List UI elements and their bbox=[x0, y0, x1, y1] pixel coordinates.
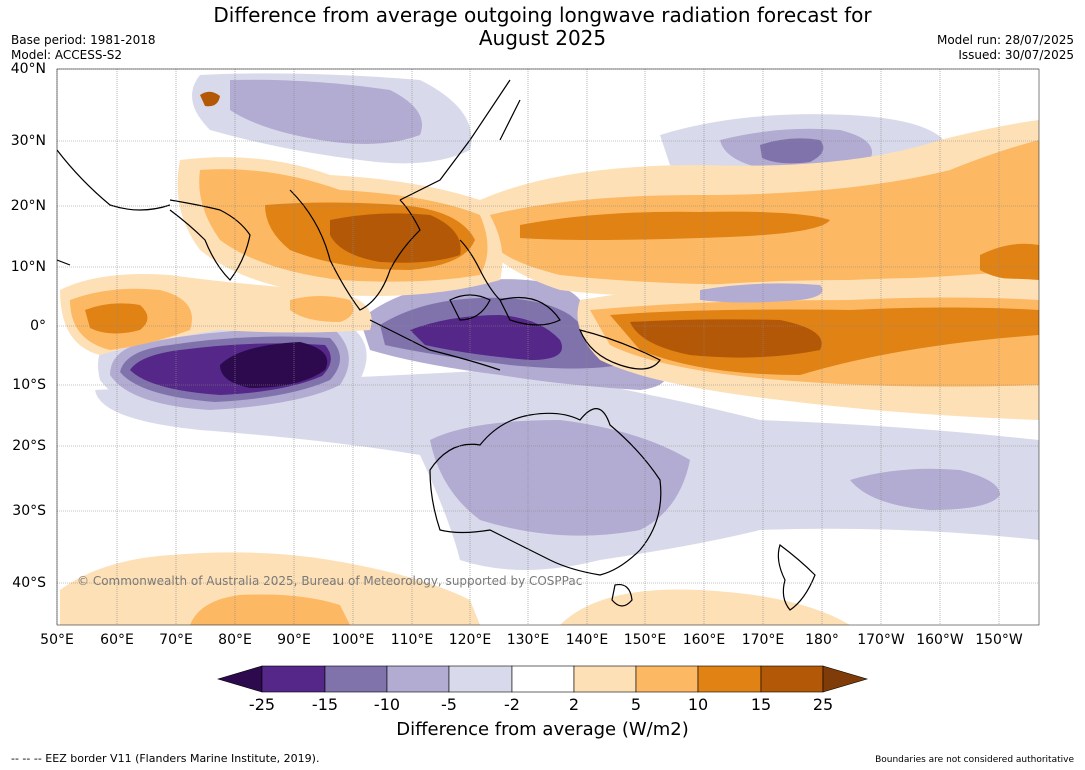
lon-label: 70°E bbox=[159, 632, 193, 648]
colorbar-tick: 10 bbox=[687, 695, 709, 714]
lon-label: 130°E bbox=[506, 632, 550, 648]
lat-label: 40°S bbox=[12, 575, 46, 591]
title-line-2: August 2025 bbox=[478, 26, 607, 50]
lon-label: 80°E bbox=[218, 632, 252, 648]
colorbar-tick: 2 bbox=[568, 695, 580, 714]
coastlines bbox=[57, 79, 816, 611]
eez-border-note: -- -- -- EEZ border V11 (Flanders Marine… bbox=[11, 752, 320, 765]
contour-equator-purple-strip bbox=[700, 283, 823, 303]
lat-label: 20°S bbox=[12, 438, 46, 454]
contour-east-light-purple bbox=[850, 468, 1000, 510]
colorbar-arrow-low bbox=[216, 665, 263, 693]
contour-aus-light-purple bbox=[430, 420, 690, 536]
contour-npac-east-orange bbox=[980, 243, 1039, 281]
lon-label: 170°W bbox=[857, 632, 905, 648]
contour-south-light-orange bbox=[60, 552, 480, 625]
tasmania-coast bbox=[611, 583, 633, 607]
title-line-1: Difference from average outgoing longwav… bbox=[213, 3, 872, 27]
colorbar-cell bbox=[760, 665, 824, 693]
colorbar-tick: 15 bbox=[750, 695, 772, 714]
sea-coast bbox=[289, 189, 421, 311]
contour-equator-darkest-orange bbox=[630, 319, 822, 358]
east-asia-coast bbox=[399, 79, 521, 201]
contour-andaman-orange bbox=[290, 296, 354, 322]
map-title: Difference from average outgoing longwav… bbox=[0, 4, 1085, 50]
contour-indian-darkest bbox=[220, 342, 328, 388]
base-period: Base period: 1981-2018 bbox=[11, 33, 156, 47]
philippines-coast bbox=[459, 239, 501, 301]
lon-label: 120°E bbox=[448, 632, 492, 648]
lon-label: 170°E bbox=[741, 632, 785, 648]
colorbar-tick: -2 bbox=[504, 695, 520, 714]
colorbar-arrow-high bbox=[822, 665, 869, 693]
boundaries-disclaimer: Boundaries are not considered authoritat… bbox=[875, 755, 1074, 765]
lon-label: 180° bbox=[805, 632, 839, 648]
copyright-credit: © Commonwealth of Australia 2025, Bureau… bbox=[77, 574, 583, 588]
australia-coast bbox=[429, 408, 662, 576]
colorbar-cell bbox=[697, 665, 762, 693]
colorbar-cell bbox=[511, 665, 575, 693]
lat-label: 30°S bbox=[12, 503, 46, 519]
model-name: Model: ACCESS-S2 bbox=[11, 48, 123, 62]
colorbar-title: Difference from average (W/m2) bbox=[396, 719, 689, 740]
lon-label: 160°E bbox=[682, 632, 726, 648]
lat-label: 20°N bbox=[10, 198, 46, 214]
meta-right: Model run: 28/07/2025 Issued: 30/07/2025 bbox=[937, 33, 1074, 63]
anomaly-contours bbox=[60, 73, 1039, 625]
contour-north-light bbox=[230, 79, 422, 144]
colorbar-cell bbox=[448, 665, 513, 693]
contour-south-east-light bbox=[560, 589, 850, 625]
colorbar-tick: -25 bbox=[248, 695, 276, 714]
colorbar-tick: 5 bbox=[630, 695, 642, 714]
lon-label: 160°W bbox=[916, 632, 964, 648]
lon-label: 150°E bbox=[623, 632, 667, 648]
contour-tibet-spot bbox=[200, 91, 220, 107]
colorbar-tick: 25 bbox=[812, 695, 834, 714]
lon-label: 110°E bbox=[390, 632, 434, 648]
contour-npac-dark-orange bbox=[520, 211, 830, 240]
lat-label: 40°N bbox=[10, 61, 46, 77]
lon-label: 90°E bbox=[277, 632, 311, 648]
lon-label: 50°E bbox=[40, 632, 74, 648]
colorbar-cell bbox=[635, 665, 699, 693]
colorbar-tick: -5 bbox=[441, 695, 457, 714]
colorbar-cells bbox=[216, 665, 869, 693]
meta-left: Base period: 1981-2018 Model: ACCESS-S2 bbox=[11, 33, 156, 63]
colorbar-cell bbox=[573, 665, 637, 693]
arabia-coast bbox=[57, 149, 171, 211]
colorbar-tick: -15 bbox=[311, 695, 339, 714]
lon-label: 150°W bbox=[975, 632, 1023, 648]
colorbar-cell bbox=[324, 665, 388, 693]
lat-label: 30°N bbox=[10, 133, 46, 149]
map-frame bbox=[56, 68, 1040, 626]
contour-npacific-mid bbox=[760, 138, 824, 164]
colorbar-cell bbox=[261, 665, 326, 693]
lon-label: 60°E bbox=[100, 632, 134, 648]
africa-coast bbox=[57, 259, 71, 266]
india-coast bbox=[169, 199, 251, 281]
contour-india-orange bbox=[200, 172, 256, 200]
contour-sea-darkest-orange bbox=[330, 213, 461, 263]
lat-label: 10°N bbox=[10, 259, 46, 275]
new-zealand-coast bbox=[777, 544, 816, 611]
lon-label: 100°E bbox=[331, 632, 375, 648]
model-run: Model run: 28/07/2025 bbox=[936, 33, 1074, 47]
contour-south-orange bbox=[190, 594, 350, 625]
colorbar-tick: -10 bbox=[373, 695, 401, 714]
colorbar-cell bbox=[386, 665, 450, 693]
lat-label: 0° bbox=[30, 318, 46, 334]
lat-label: 10°S bbox=[12, 377, 46, 393]
issued-date: Issued: 30/07/2025 bbox=[958, 48, 1074, 62]
indonesia-coast bbox=[369, 294, 661, 371]
lon-label: 140°E bbox=[565, 632, 609, 648]
